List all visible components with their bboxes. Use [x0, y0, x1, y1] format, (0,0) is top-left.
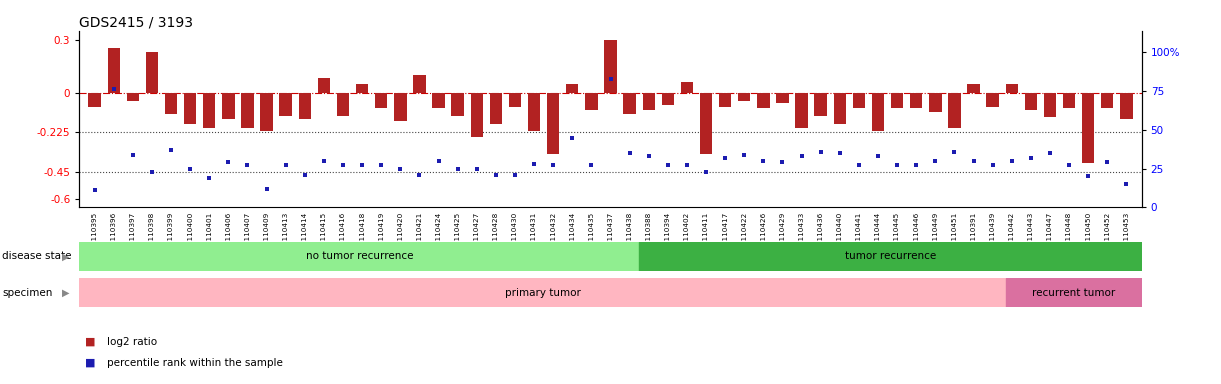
Text: ■: ■	[85, 337, 96, 347]
Bar	[681, 82, 694, 93]
Bar	[757, 93, 769, 108]
Bar	[1006, 278, 1142, 307]
Bar	[165, 93, 177, 114]
Text: ▶: ▶	[62, 288, 70, 298]
Bar	[299, 93, 311, 119]
Text: specimen: specimen	[2, 288, 53, 298]
Bar	[834, 93, 846, 124]
Bar	[585, 93, 597, 110]
Bar	[604, 40, 617, 93]
Text: ■: ■	[85, 358, 96, 368]
Bar	[1082, 93, 1094, 163]
Bar	[640, 242, 1142, 271]
Bar	[814, 93, 827, 116]
Text: tumor recurrence: tumor recurrence	[845, 251, 937, 262]
Bar	[79, 242, 640, 271]
Bar	[413, 75, 426, 93]
Bar	[452, 93, 464, 116]
Text: ▶: ▶	[62, 251, 70, 262]
Text: percentile rank within the sample: percentile rank within the sample	[107, 358, 283, 368]
Bar	[1120, 93, 1133, 119]
Bar	[260, 93, 272, 131]
Bar	[929, 93, 941, 112]
Bar	[1044, 93, 1056, 117]
Bar	[987, 93, 999, 107]
Bar	[337, 93, 349, 116]
Bar	[624, 93, 636, 114]
Text: primary tumor: primary tumor	[505, 288, 581, 298]
Text: recurrent tumor: recurrent tumor	[1033, 288, 1116, 298]
Bar	[145, 52, 159, 93]
Bar	[967, 84, 979, 93]
Bar	[1006, 84, 1018, 93]
Bar	[737, 93, 751, 101]
Bar	[777, 93, 789, 103]
Text: disease state: disease state	[2, 251, 72, 262]
Bar	[872, 93, 884, 131]
Bar	[642, 93, 654, 110]
Bar	[852, 93, 866, 108]
Bar	[280, 93, 292, 116]
Bar	[1024, 93, 1037, 110]
Bar	[79, 278, 1006, 307]
Bar	[222, 93, 234, 119]
Bar	[1062, 93, 1076, 108]
Bar	[949, 93, 961, 128]
Text: log2 ratio: log2 ratio	[107, 337, 158, 347]
Text: no tumor recurrence: no tumor recurrence	[305, 251, 413, 262]
Bar	[242, 93, 254, 128]
Bar	[107, 48, 120, 93]
Bar	[547, 93, 559, 154]
Bar	[355, 84, 369, 93]
Text: GDS2415 / 3193: GDS2415 / 3193	[79, 16, 193, 30]
Bar	[719, 93, 731, 107]
Bar	[317, 78, 330, 93]
Bar	[662, 93, 674, 105]
Bar	[394, 93, 407, 121]
Bar	[432, 93, 444, 108]
Bar	[1101, 93, 1114, 108]
Bar	[490, 93, 502, 124]
Bar	[470, 93, 484, 137]
Bar	[795, 93, 808, 128]
Bar	[184, 93, 197, 124]
Bar	[891, 93, 904, 108]
Bar	[910, 93, 922, 108]
Bar	[527, 93, 540, 131]
Bar	[203, 93, 215, 128]
Bar	[375, 93, 387, 108]
Bar	[88, 93, 101, 107]
Bar	[567, 84, 579, 93]
Bar	[127, 93, 139, 101]
Bar	[700, 93, 712, 154]
Bar	[509, 93, 521, 107]
